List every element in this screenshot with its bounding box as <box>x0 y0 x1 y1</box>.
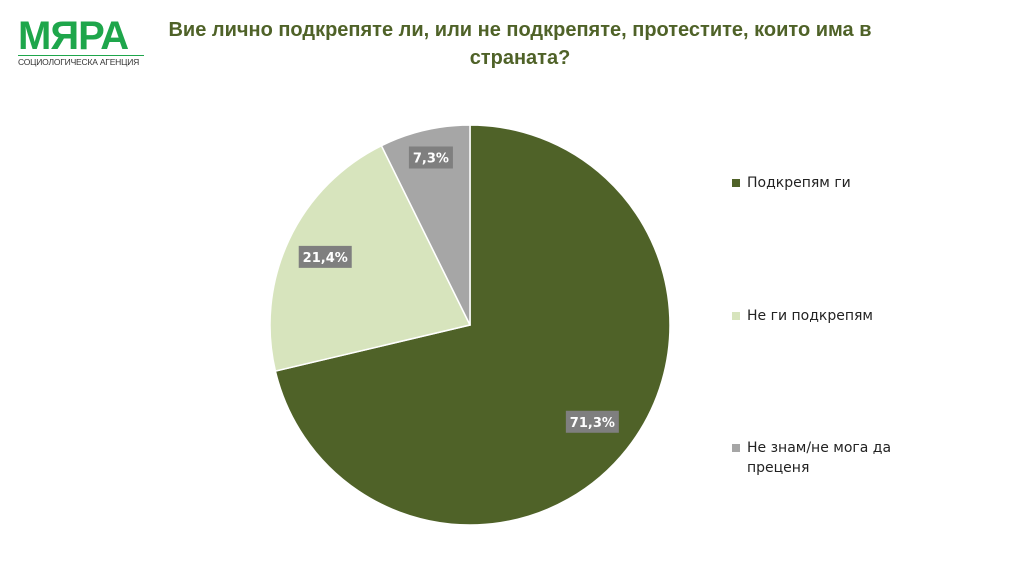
data-label: 71,3% <box>565 410 619 433</box>
pie-slice <box>380 124 471 326</box>
data-label-box <box>298 245 352 268</box>
legend-swatch <box>732 312 740 320</box>
data-label-text: 7,3% <box>413 152 449 167</box>
data-label-text: 21,4% <box>303 251 348 266</box>
data-label-box <box>565 410 619 433</box>
logo-name: МЯРА <box>18 14 129 58</box>
data-label-text: 71,3% <box>570 416 615 431</box>
legend-item: Не ги подкрепям <box>732 306 912 326</box>
legend-swatch <box>732 179 740 187</box>
legend-label: Подкрепям ги <box>747 175 851 191</box>
legend-label: Не знам/не мога да преценя <box>747 440 892 476</box>
legend-swatch <box>732 444 740 452</box>
legend-label: Не ги подкрепям <box>747 308 873 324</box>
legend-item: Подкрепям ги <box>732 173 912 193</box>
chart-title: Вие лично подкрепяте ли, или не подкрепя… <box>168 19 872 69</box>
logo-subtitle: СОЦИОЛОГИЧЕСКА АГЕНЦИЯ <box>18 55 144 67</box>
pie-slice <box>269 144 472 372</box>
legend-item: Не знам/не мога да преценя <box>732 438 902 478</box>
data-label: 21,4% <box>298 245 352 268</box>
logo: МЯРА СОЦИОЛОГИЧЕСКА АГЕНЦИЯ <box>18 14 144 67</box>
data-label: 7,3% <box>408 146 453 169</box>
data-label-box <box>408 146 453 169</box>
